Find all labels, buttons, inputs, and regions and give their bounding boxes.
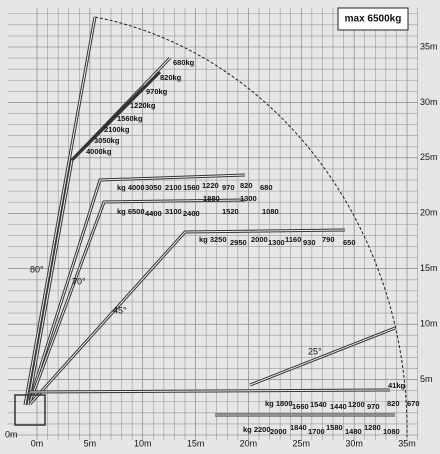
load-label: 790 [322, 235, 335, 244]
load-label: 970kg [146, 87, 168, 96]
load-label: 2000 [251, 235, 268, 244]
x-axis-label: 25m [293, 438, 311, 448]
grid [8, 8, 418, 440]
load-label: 1580 [326, 423, 343, 432]
load-label: 4000kg [86, 147, 112, 156]
angle-label: 70° [72, 276, 86, 286]
load-label: kg 2200 [243, 425, 271, 434]
load-label: 1700 [308, 427, 325, 436]
load-label: 3100 [165, 207, 182, 216]
angle-label: 80° [30, 264, 44, 274]
angle-label: 25° [308, 346, 322, 356]
load-label: 1660 [292, 402, 309, 411]
y-axis-label: 35m [420, 41, 438, 51]
load-label: 1220kg [130, 101, 156, 110]
x-axis-label: 20m [240, 438, 258, 448]
load-label: 1080 [383, 427, 400, 436]
load-label: kg 4000 [117, 183, 145, 192]
load-label: 1540 [310, 400, 327, 409]
load-label: 2000 [270, 427, 287, 436]
load-label: 2400 [183, 209, 200, 218]
load-label: kg 1800 [265, 399, 293, 408]
load-label: 2100kg [104, 125, 130, 134]
y-axis-label: 5m [420, 374, 433, 384]
load-label: 1300 [240, 194, 257, 203]
x-axis-label: 35m [398, 438, 416, 448]
load-label: 41kg [388, 381, 406, 390]
load-label: 4400 [145, 209, 162, 218]
load-label: 1880 [203, 194, 220, 203]
load-label: 1220 [202, 181, 219, 190]
load-label: 1560 [183, 183, 200, 192]
x-axis-label: 0m [31, 438, 44, 448]
booms [14, 16, 396, 426]
load-label: 1440 [330, 402, 347, 411]
y-axis-label: 15m [420, 263, 438, 273]
load-label: 1560kg [117, 114, 143, 123]
load-label: kg 6500 [117, 207, 145, 216]
load-label: 1280 [364, 423, 381, 432]
x-axis-label: 15m [187, 438, 205, 448]
y-axis-label: 0m [5, 429, 18, 439]
load-label: 670 [407, 399, 420, 408]
y-axis-label: 25m [420, 152, 438, 162]
y-axis-label: 20m [420, 208, 438, 218]
load-label: 970 [222, 183, 235, 192]
load-label: 3050 [145, 183, 162, 192]
load-label: 3050kg [94, 136, 120, 145]
load-label: 1480 [345, 427, 362, 436]
x-axis-label: 30m [345, 438, 363, 448]
y-axis-label: 30m [420, 97, 438, 107]
load-label: 1200 [348, 400, 365, 409]
load-label: 820 [387, 399, 400, 408]
title: max 6500kg [345, 14, 402, 25]
load-label: 2950 [230, 238, 247, 247]
load-label: 1840 [290, 423, 307, 432]
load-label: 1160 [285, 235, 301, 244]
y-axis-label: 10m [420, 319, 438, 329]
load-label: 680 [260, 183, 273, 192]
load-label: 1520 [222, 207, 239, 216]
title-box [337, 7, 409, 31]
angle-label: 45° [113, 305, 127, 315]
load-label: 820 [240, 181, 253, 190]
load-label: 680kg [173, 58, 195, 67]
x-axis-label: 10m [134, 438, 152, 448]
load-label: 930 [303, 238, 316, 247]
load-label: 2100 [165, 183, 182, 192]
load-label: 1300 [268, 238, 285, 247]
load-label: 1080 [262, 207, 279, 216]
load-label: 650 [343, 238, 356, 247]
x-axis-label: 5m [84, 438, 97, 448]
load-label: 970 [367, 402, 380, 411]
load-label: 820kg [160, 73, 182, 82]
load-label: kg 3250 [199, 235, 227, 244]
